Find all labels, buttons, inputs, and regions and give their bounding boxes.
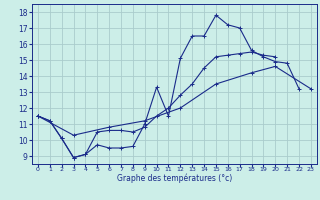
X-axis label: Graphe des températures (°c): Graphe des températures (°c) bbox=[117, 174, 232, 183]
